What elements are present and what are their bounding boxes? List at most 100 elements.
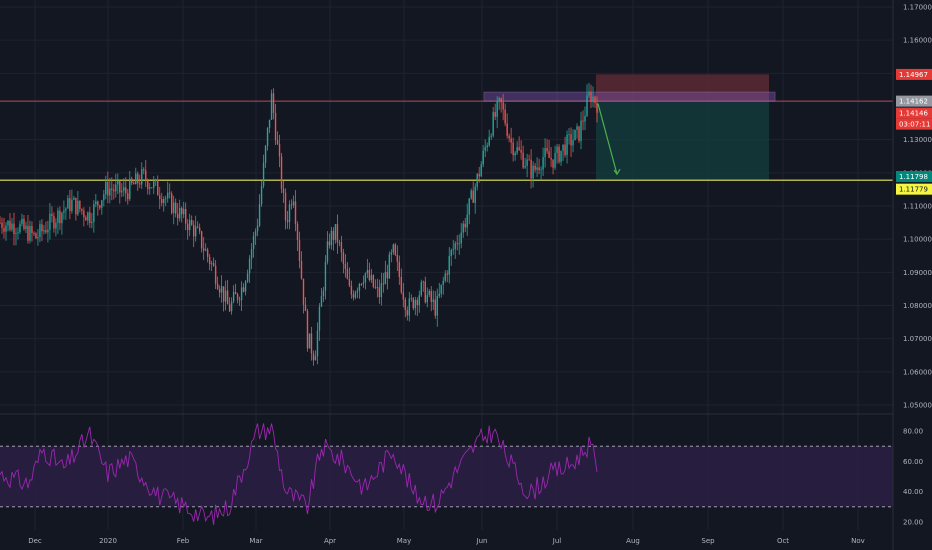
candle-body[interactable] <box>390 252 393 255</box>
candle-body[interactable] <box>57 210 59 223</box>
candle-body[interactable] <box>153 181 155 188</box>
candle-body[interactable] <box>476 174 478 187</box>
candle-body[interactable] <box>492 112 494 136</box>
candle-body[interactable] <box>546 148 548 152</box>
candle-body[interactable] <box>386 272 389 279</box>
candle-body[interactable] <box>520 149 522 153</box>
candle-body[interactable] <box>524 165 526 168</box>
candle-body[interactable] <box>155 180 157 182</box>
candle-body[interactable] <box>200 231 203 249</box>
candle-body[interactable] <box>510 138 512 143</box>
candle-body[interactable] <box>75 197 77 215</box>
candle-body[interactable] <box>220 286 223 293</box>
candle-body[interactable] <box>111 188 113 190</box>
candle-body[interactable] <box>374 286 377 288</box>
candle-body[interactable] <box>282 188 285 193</box>
candle-body[interactable] <box>69 198 71 212</box>
candle-body[interactable] <box>418 295 420 306</box>
candle-body[interactable] <box>169 192 171 194</box>
candle-body[interactable] <box>296 224 299 240</box>
candle-body[interactable] <box>318 306 321 331</box>
candle-body[interactable] <box>33 232 35 234</box>
candle-body[interactable] <box>224 290 227 302</box>
candle-body[interactable] <box>512 142 514 156</box>
candle-body[interactable] <box>133 183 135 185</box>
candle-body[interactable] <box>540 169 542 171</box>
candle-body[interactable] <box>43 230 45 232</box>
candle-body[interactable] <box>268 119 271 128</box>
candle-body[interactable] <box>416 300 419 306</box>
candle-body[interactable] <box>286 220 289 223</box>
candle-body[interactable] <box>49 213 51 230</box>
candle-body[interactable] <box>167 192 169 199</box>
candle-body[interactable] <box>366 270 369 274</box>
candle-body[interactable] <box>388 254 391 279</box>
candle-body[interactable] <box>107 181 109 196</box>
candle-body[interactable] <box>97 201 99 206</box>
candle-body[interactable] <box>430 290 432 302</box>
candle-body[interactable] <box>79 200 81 210</box>
candle-body[interactable] <box>206 249 209 257</box>
candle-body[interactable] <box>21 218 23 224</box>
candle-body[interactable] <box>208 256 211 265</box>
candle-body[interactable] <box>1 222 3 229</box>
candle-body[interactable] <box>342 252 345 264</box>
candle-body[interactable] <box>81 209 83 211</box>
candle-body[interactable] <box>424 281 426 303</box>
candle-body[interactable] <box>254 231 257 236</box>
candle-body[interactable] <box>304 304 307 311</box>
candle-body[interactable] <box>204 249 207 251</box>
candle-body[interactable] <box>414 300 417 309</box>
candle-body[interactable] <box>536 167 538 170</box>
candle-body[interactable] <box>234 292 237 295</box>
candle-body[interactable] <box>83 210 85 218</box>
candle-body[interactable] <box>354 292 357 298</box>
candle-body[interactable] <box>186 223 189 231</box>
candle-body[interactable] <box>244 281 247 292</box>
candle-body[interactable] <box>592 96 594 102</box>
candle-body[interactable] <box>368 270 371 281</box>
candle-body[interactable] <box>514 152 516 156</box>
candle-body[interactable] <box>212 263 215 266</box>
candle-body[interactable] <box>486 145 488 148</box>
candle-body[interactable] <box>526 159 528 166</box>
candle-body[interactable] <box>93 204 95 222</box>
candle-body[interactable] <box>532 165 534 179</box>
candle-body[interactable] <box>61 212 63 224</box>
candle-body[interactable] <box>348 278 351 286</box>
candle-body[interactable] <box>316 330 319 357</box>
candle-body[interactable] <box>456 243 458 245</box>
candle-body[interactable] <box>570 134 572 146</box>
candle-body[interactable] <box>336 224 339 243</box>
candle-body[interactable] <box>294 201 297 225</box>
candle-body[interactable] <box>184 208 187 224</box>
candle-body[interactable] <box>490 135 492 137</box>
candle-body[interactable] <box>568 134 570 136</box>
candle-body[interactable] <box>59 210 61 224</box>
candle-body[interactable] <box>516 147 518 153</box>
candle-body[interactable] <box>454 243 456 250</box>
candle-body[interactable] <box>280 156 283 189</box>
candle-body[interactable] <box>508 135 510 139</box>
candle-body[interactable] <box>352 294 355 298</box>
candle-body[interactable] <box>260 185 263 205</box>
candle-body[interactable] <box>210 263 213 265</box>
candle-body[interactable] <box>157 180 159 196</box>
candle-body[interactable] <box>198 227 201 232</box>
candle-body[interactable] <box>274 112 277 141</box>
candle-body[interactable] <box>159 195 161 200</box>
candle-body[interactable] <box>139 183 141 185</box>
candle-body[interactable] <box>382 283 385 285</box>
candle-body[interactable] <box>0 222 1 224</box>
candle-body[interactable] <box>214 265 217 284</box>
candle-body[interactable] <box>452 249 454 251</box>
candle-body[interactable] <box>85 217 87 221</box>
candle-body[interactable] <box>358 284 361 291</box>
candle-body[interactable] <box>460 232 462 244</box>
candle-body[interactable] <box>470 190 472 199</box>
candle-body[interactable] <box>182 208 185 215</box>
candle-body[interactable] <box>500 98 502 103</box>
candle-body[interactable] <box>151 187 153 189</box>
candle-body[interactable] <box>101 200 103 208</box>
candle-body[interactable] <box>444 273 446 281</box>
